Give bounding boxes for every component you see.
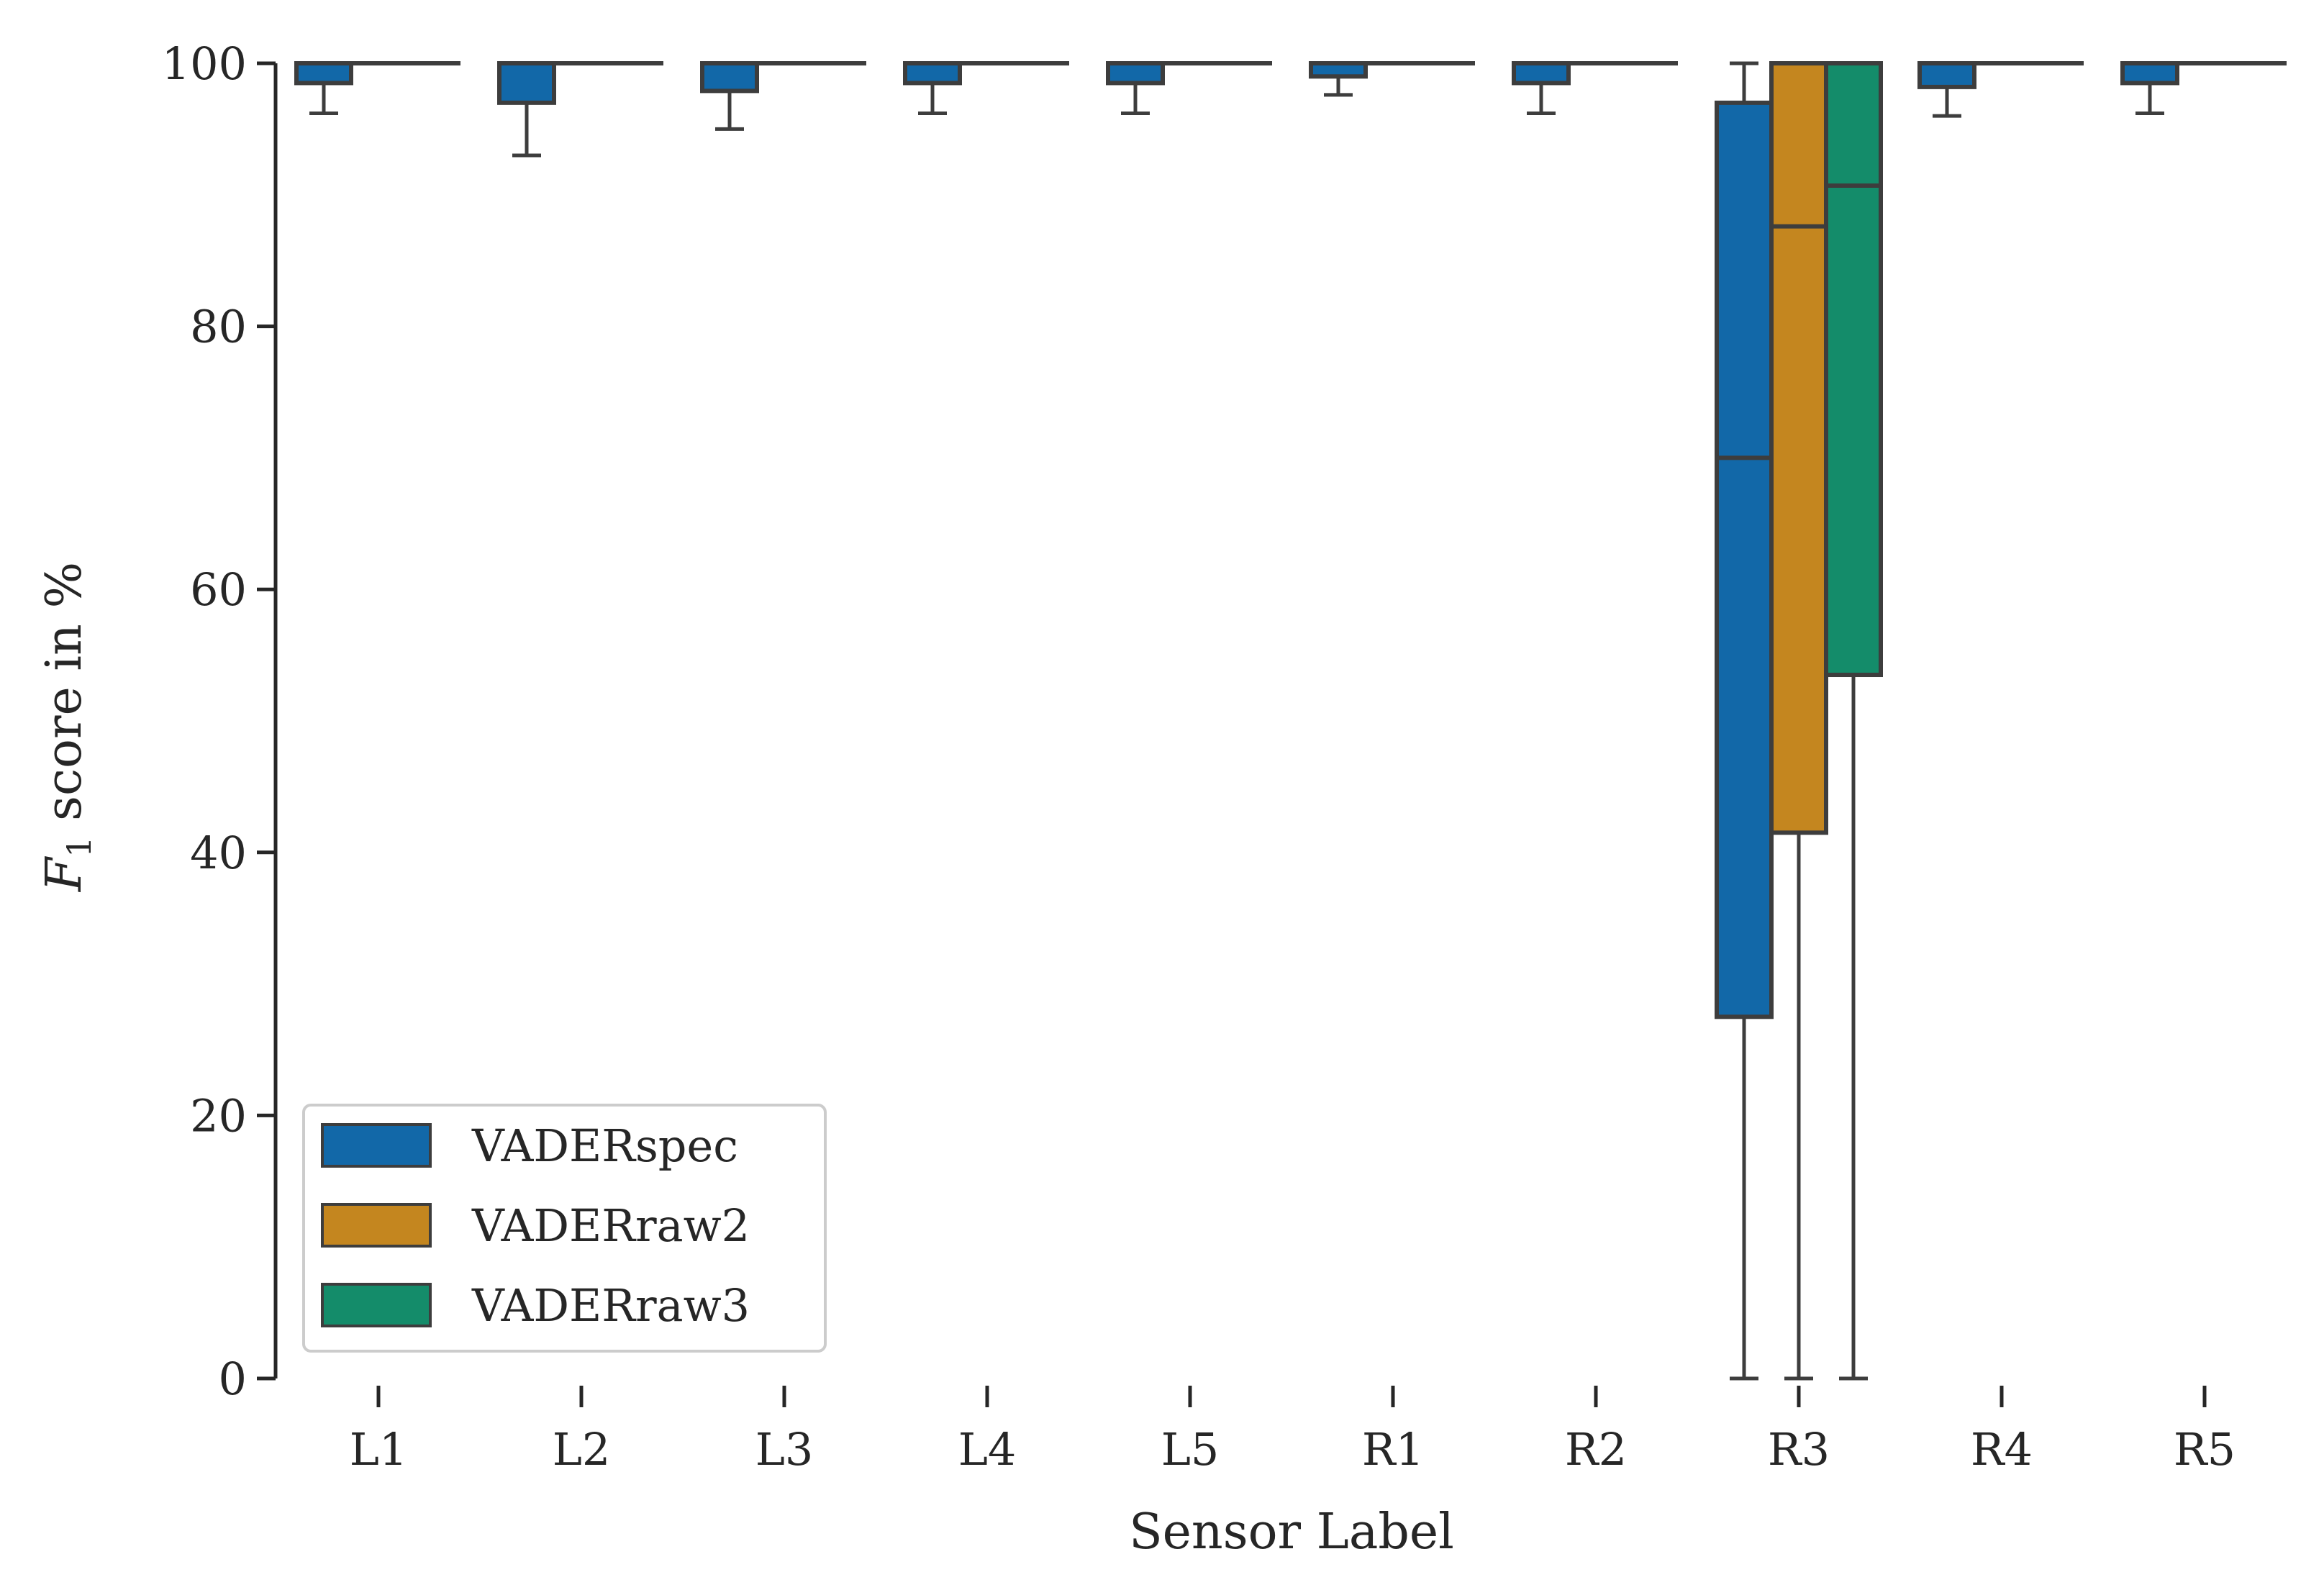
y-tick-label: 0 (219, 1353, 247, 1405)
plot-area (294, 61, 2287, 1381)
legend-label-vaderraw3: VADERraw3 (471, 1279, 750, 1332)
box-vaderspec-l4 (903, 61, 962, 115)
box-vaderraw2-r3 (1769, 61, 1828, 1381)
box-body (903, 61, 962, 86)
y-axis-title: F1 score in % (36, 562, 99, 893)
legend-swatch-vaderraw3 (321, 1283, 432, 1327)
legend-swatch-vaderraw2 (321, 1203, 432, 1248)
y-tick-label: 100 (162, 37, 247, 90)
x-tick-label: L3 (755, 1423, 814, 1476)
x-tick-label: R3 (1768, 1423, 1830, 1476)
x-tick-label: R5 (2174, 1423, 2236, 1476)
box-body (700, 61, 759, 94)
box-vaderspec-r1 (1309, 61, 1368, 97)
box-body (1512, 61, 1571, 86)
y-axis-title-rest: score in % (36, 562, 93, 837)
box-vaderraw3-r3 (1824, 61, 1883, 1381)
box-vaderspec-r3 (1715, 61, 1774, 1381)
legend-entry-vaderraw3: VADERraw3 (321, 1279, 750, 1332)
box-body (1715, 100, 1774, 1019)
legend-label-vaderraw2: VADERraw2 (471, 1199, 750, 1252)
legend-frame (302, 1104, 827, 1353)
box-vaderspec-l1 (294, 61, 353, 115)
box-body (1106, 61, 1165, 86)
box-body (497, 61, 556, 105)
box-body (2120, 61, 2179, 86)
box-vaderspec-r2 (1512, 61, 1571, 115)
box-vaderspec-l5 (1106, 61, 1165, 115)
legend: VADERspec VADERraw2 VADERraw3 (302, 1104, 827, 1353)
box-vaderspec-l2 (497, 61, 556, 158)
y-tick-label: 60 (190, 563, 247, 616)
x-axis-title: Sensor Label (1129, 1504, 1454, 1561)
box-vaderspec-r4 (1917, 61, 1976, 118)
x-tick-label: L1 (350, 1423, 408, 1476)
box-body (1824, 61, 1883, 678)
box-vaderspec-r5 (2120, 61, 2179, 115)
y-tick-label: 20 (190, 1089, 247, 1142)
box-body (294, 61, 353, 86)
y-tick-label: 80 (190, 301, 247, 353)
x-tick-label: R1 (1362, 1423, 1424, 1476)
box-vaderspec-l3 (700, 61, 759, 131)
legend-label-vaderspec: VADERspec (471, 1119, 738, 1172)
y-tick-label: 40 (190, 827, 247, 879)
x-tick-label: L2 (553, 1423, 611, 1476)
x-tick-label: L5 (1161, 1423, 1220, 1476)
axes: 0 20 40 60 80 100 L1 L2 L3 L4 L5 R1 R2 R3 R4 R5 (162, 37, 2236, 1476)
legend-entry-vaderraw2: VADERraw2 (321, 1199, 750, 1252)
x-tick-label: R2 (1565, 1423, 1627, 1476)
legend-swatch-vaderspec (321, 1123, 432, 1168)
box-body (1769, 61, 1828, 835)
x-tick-label: R4 (1971, 1423, 2033, 1476)
y-axis-title-main: F (36, 855, 93, 893)
legend-entry-vaderspec: VADERspec (321, 1119, 738, 1172)
box-body (1917, 61, 1976, 89)
x-tick-label: L4 (958, 1423, 1017, 1476)
y-axis-title-subscript: 1 (60, 837, 99, 858)
